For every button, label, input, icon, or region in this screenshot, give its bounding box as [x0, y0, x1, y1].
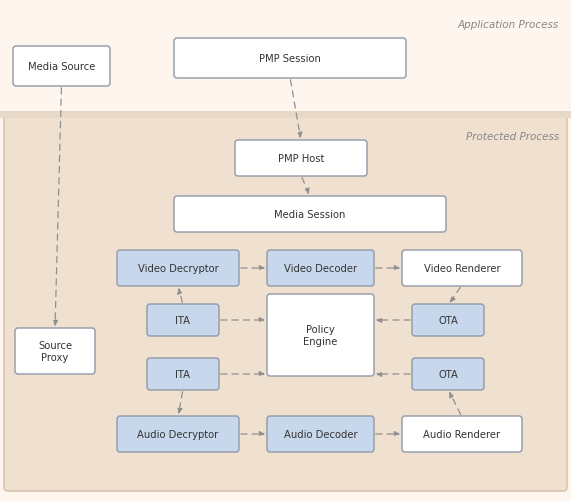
FancyBboxPatch shape: [15, 328, 95, 374]
FancyBboxPatch shape: [117, 416, 239, 452]
FancyBboxPatch shape: [267, 416, 374, 452]
Text: Application Process: Application Process: [458, 20, 559, 30]
Text: Video Renderer: Video Renderer: [424, 264, 500, 274]
FancyBboxPatch shape: [267, 295, 374, 376]
FancyBboxPatch shape: [4, 4, 567, 117]
FancyBboxPatch shape: [147, 358, 219, 390]
Text: PMP Session: PMP Session: [259, 54, 321, 64]
Text: Policy
Engine: Policy Engine: [303, 324, 337, 347]
FancyBboxPatch shape: [117, 250, 239, 287]
Text: OTA: OTA: [438, 315, 458, 325]
Text: Video Decoder: Video Decoder: [284, 264, 357, 274]
FancyBboxPatch shape: [13, 47, 110, 87]
FancyBboxPatch shape: [4, 116, 567, 491]
FancyBboxPatch shape: [412, 358, 484, 390]
FancyBboxPatch shape: [174, 196, 446, 232]
FancyBboxPatch shape: [267, 250, 374, 287]
Text: Audio Renderer: Audio Renderer: [424, 429, 501, 439]
Text: Protected Process: Protected Process: [466, 132, 559, 142]
Text: Audio Decryptor: Audio Decryptor: [138, 429, 219, 439]
FancyBboxPatch shape: [412, 305, 484, 336]
FancyBboxPatch shape: [402, 250, 522, 287]
Text: Video Decryptor: Video Decryptor: [138, 264, 218, 274]
Text: ITA: ITA: [175, 369, 191, 379]
FancyBboxPatch shape: [402, 416, 522, 452]
Text: Source
Proxy: Source Proxy: [38, 340, 72, 363]
FancyBboxPatch shape: [147, 305, 219, 336]
Text: OTA: OTA: [438, 369, 458, 379]
Text: PMP Host: PMP Host: [278, 154, 324, 164]
FancyBboxPatch shape: [174, 39, 406, 79]
Text: Audio Decoder: Audio Decoder: [284, 429, 357, 439]
Text: Media Session: Media Session: [274, 209, 345, 219]
Text: ITA: ITA: [175, 315, 191, 325]
Text: Media Source: Media Source: [28, 62, 95, 72]
FancyBboxPatch shape: [235, 141, 367, 177]
